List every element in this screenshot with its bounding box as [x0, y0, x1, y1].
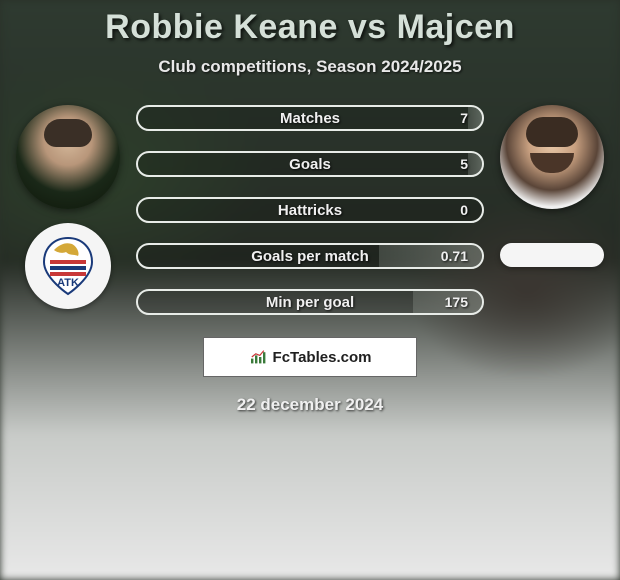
svg-text:ATK: ATK: [57, 277, 79, 289]
stat-value-right: 0.71: [441, 248, 468, 264]
stat-label: Goals per match: [251, 248, 369, 265]
stat-label: Hattricks: [278, 202, 342, 219]
stat-bars: Matches 7 Goals 5 Hattricks 0 Goals per match 0…: [128, 105, 492, 315]
comparison-main: ATK Matches 7 Goals 5 Hattricks 0 Goals per ma…: [0, 105, 620, 315]
brand-text: FcTables.com: [273, 349, 372, 366]
stat-row: Goals per match 0.71: [136, 243, 484, 269]
brand-badge[interactable]: FcTables.com: [203, 337, 417, 377]
bar-fill-right: [468, 107, 482, 129]
stat-label: Goals: [289, 156, 331, 173]
stat-label: Min per goal: [266, 294, 354, 311]
stat-row: Matches 7: [136, 105, 484, 131]
stat-label: Matches: [280, 110, 340, 127]
stat-value-right: 7: [460, 110, 468, 126]
right-side: [492, 105, 612, 267]
player-left-avatar: [16, 105, 120, 209]
stat-row: Hattricks 0: [136, 197, 484, 223]
page-title: Robbie Keane vs Majcen: [0, 0, 620, 47]
subtitle: Club competitions, Season 2024/2025: [0, 57, 620, 77]
stat-value-right: 5: [460, 156, 468, 172]
bar-fill-right: [468, 153, 482, 175]
player-right-club-badge: [500, 243, 604, 267]
chart-icon: [249, 349, 269, 365]
atk-badge-icon: ATK: [36, 234, 100, 298]
stat-row: Goals 5: [136, 151, 484, 177]
player-left-club-badge: ATK: [25, 223, 111, 309]
player-right-avatar: [500, 105, 604, 209]
stat-value-right: 175: [445, 294, 468, 310]
left-side: ATK: [8, 105, 128, 309]
date-text: 22 december 2024: [0, 395, 620, 415]
stat-row: Min per goal 175: [136, 289, 484, 315]
stat-value-right: 0: [460, 202, 468, 218]
